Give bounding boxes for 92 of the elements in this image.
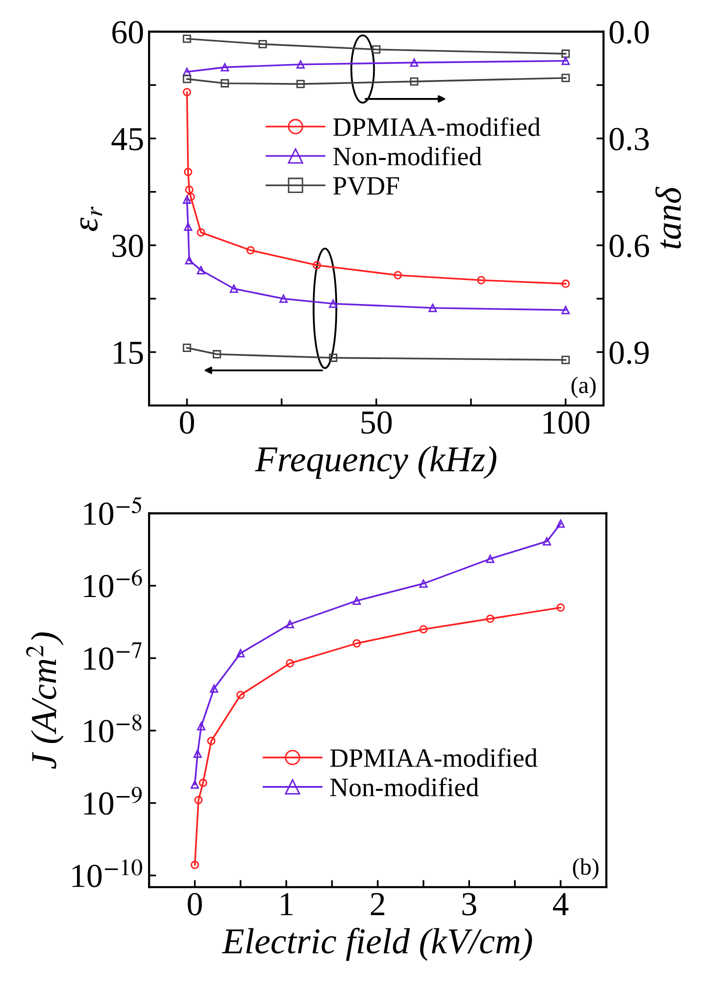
point xyxy=(286,659,294,668)
y-tick-label: 10$^{−5}$ xyxy=(84,496,142,525)
point xyxy=(197,722,206,730)
point xyxy=(561,280,570,288)
point xyxy=(207,736,216,746)
point xyxy=(182,344,192,352)
legend-label: Non-modified xyxy=(330,778,479,796)
y2-axis-title: tanδ xyxy=(655,186,682,248)
x-tick-label: 50 xyxy=(362,411,392,434)
point xyxy=(352,596,361,605)
point xyxy=(190,780,199,789)
point xyxy=(279,294,288,303)
x-tick-label: 3 xyxy=(462,893,476,916)
x-tick-label: 4 xyxy=(552,893,568,916)
point xyxy=(410,58,418,67)
point xyxy=(556,603,565,612)
point xyxy=(328,354,338,362)
point xyxy=(196,266,206,274)
point xyxy=(210,684,218,693)
y-tick-label: 10$^{−7}$ xyxy=(84,642,142,670)
y2-tick-label: 0.0 xyxy=(610,21,649,44)
point xyxy=(220,63,229,72)
point xyxy=(236,649,245,658)
point xyxy=(258,40,267,48)
point xyxy=(185,186,194,194)
legend-label: Non-modified xyxy=(333,146,482,166)
point xyxy=(193,750,202,758)
point xyxy=(328,299,338,308)
point xyxy=(220,79,229,88)
y-tick-label: 60 xyxy=(112,21,143,44)
point xyxy=(561,50,570,58)
point xyxy=(410,77,418,86)
point xyxy=(212,350,222,358)
y-axis-title: J (A/cm$^{2}$) xyxy=(26,632,64,769)
x-tick-label: 1 xyxy=(280,893,293,916)
point xyxy=(477,276,486,284)
x-tick-label: 100 xyxy=(544,411,590,434)
x-tick-label: 0 xyxy=(180,411,194,434)
point xyxy=(194,796,203,804)
y-tick-label: 10$^{−6}$ xyxy=(84,569,142,598)
point xyxy=(190,860,199,870)
point xyxy=(296,80,305,88)
point xyxy=(428,304,437,312)
point xyxy=(182,196,192,204)
point xyxy=(561,74,570,82)
y-tick-label: 45 xyxy=(112,128,143,150)
point xyxy=(230,284,238,293)
point xyxy=(561,356,570,364)
point xyxy=(394,271,402,280)
point xyxy=(236,690,245,700)
legend-label: DPMIAA-modified xyxy=(330,748,538,767)
point xyxy=(182,34,192,43)
annotation: (b) xyxy=(572,858,598,880)
point xyxy=(246,246,255,254)
point xyxy=(198,778,208,787)
y-tick-label: 10$^{−10}$ xyxy=(72,859,142,888)
x-tick-label: 2 xyxy=(370,893,384,916)
y-tick-label: 30 xyxy=(112,234,143,258)
point xyxy=(352,639,361,648)
annotation: (a) xyxy=(572,376,596,398)
y2-tick-label: 0.9 xyxy=(610,341,649,364)
y-tick-label: 10$^{−8}$ xyxy=(84,714,142,742)
legend-label: DPMIAA-modified xyxy=(333,117,540,136)
point xyxy=(372,45,380,54)
y-tick-label: 15 xyxy=(114,342,143,364)
legend-label: PVDF xyxy=(333,177,399,195)
point xyxy=(296,60,305,69)
point xyxy=(312,261,322,270)
x-axis-title: Electric field (kV/cm) xyxy=(222,928,532,961)
point xyxy=(419,625,428,634)
x-axis-title: Frequency (kHz) xyxy=(254,446,496,479)
point xyxy=(542,537,552,546)
point xyxy=(186,192,195,202)
point xyxy=(561,306,570,314)
point xyxy=(196,228,206,237)
point xyxy=(286,620,294,628)
point xyxy=(486,554,494,564)
point xyxy=(561,56,570,66)
point xyxy=(184,168,192,176)
y2-tick-label: 0.3 xyxy=(610,128,649,150)
point xyxy=(185,256,194,264)
point xyxy=(182,68,192,76)
point xyxy=(182,74,192,84)
y2-tick-label: 0.6 xyxy=(610,234,650,258)
y-tick-label: 10$^{−9}$ xyxy=(84,786,142,815)
point xyxy=(182,88,192,96)
point xyxy=(184,222,192,231)
point xyxy=(556,519,565,528)
y-axis-title: ε$_{r}$ xyxy=(80,206,102,231)
x-tick-label: 0 xyxy=(188,892,202,916)
point xyxy=(419,579,428,588)
point xyxy=(486,614,494,623)
